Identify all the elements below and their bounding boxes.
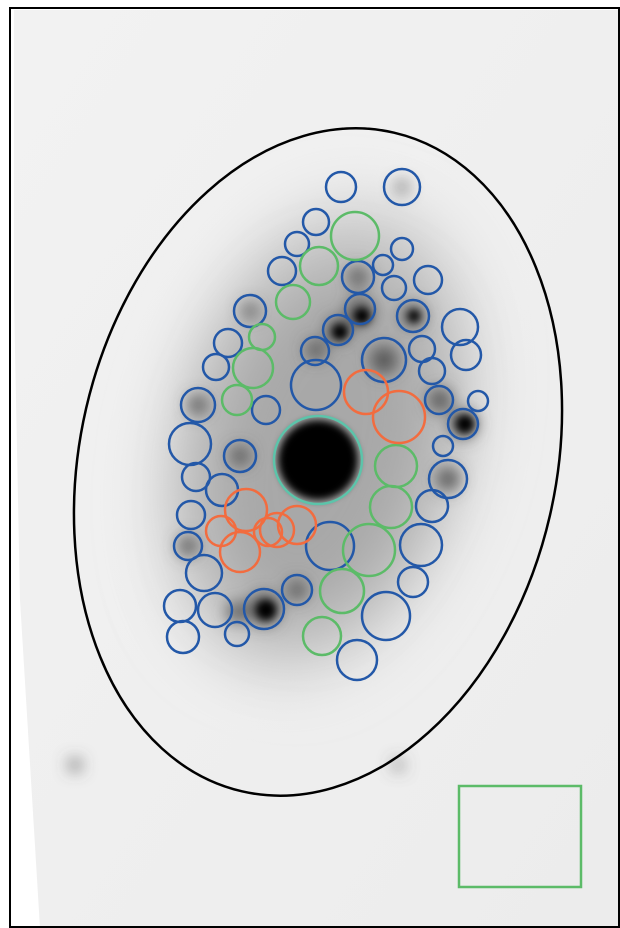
- sky-image: [0, 0, 620, 928]
- page: [0, 0, 620, 928]
